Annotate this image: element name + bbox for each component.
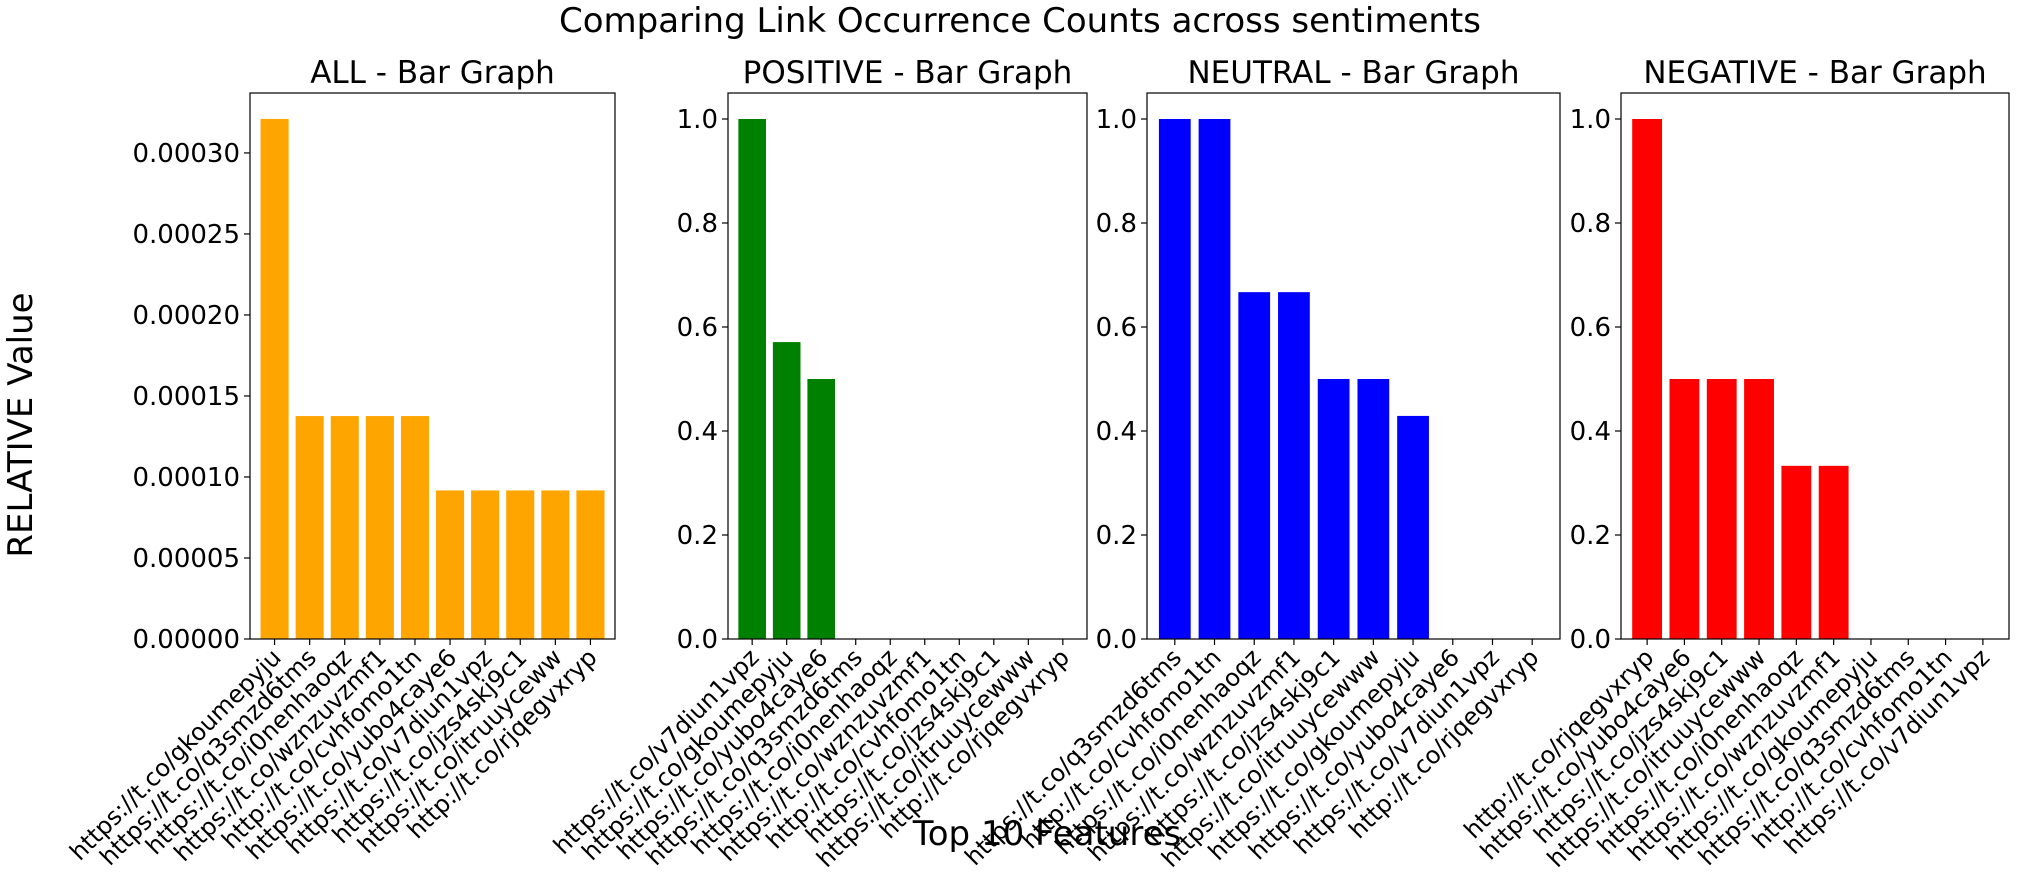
y-tick-label: 0.0 xyxy=(1570,625,1611,655)
bar xyxy=(541,490,570,639)
subplot-title: ALL - Bar Graph xyxy=(310,55,555,91)
y-tick-label: 0.6 xyxy=(1570,313,1611,343)
y-tick-label: 0.2 xyxy=(1570,521,1611,551)
bar xyxy=(436,490,465,639)
y-tick-label: 0.2 xyxy=(677,521,718,551)
y-tick-label: 0.8 xyxy=(677,209,718,239)
subplots: ALL - Bar Graph0.000000.000050.000100.00… xyxy=(64,55,2010,873)
axes-frame xyxy=(1146,92,1561,640)
y-tick-label: 0.00025 xyxy=(132,220,240,250)
y-tick-label: 0.0 xyxy=(1096,625,1137,655)
y-tick-label: 0.00020 xyxy=(132,301,240,331)
y-tick-label: 0.8 xyxy=(1570,209,1611,239)
y-tick-label: 0.4 xyxy=(1096,417,1137,447)
figure-title: Comparing Link Occurrence Counts across … xyxy=(559,1,1481,41)
bar xyxy=(1278,292,1310,639)
bar xyxy=(1781,465,1812,639)
bar xyxy=(807,379,836,639)
axes-frame xyxy=(249,92,616,640)
bar xyxy=(506,490,535,639)
y-tick-label: 0.6 xyxy=(677,313,718,343)
bar xyxy=(295,416,324,639)
bar xyxy=(1158,119,1191,639)
subplot-4: NEGATIVE - Bar Graph0.00.20.40.60.81.0ht… xyxy=(1459,55,2010,873)
y-tick-label: 0.00005 xyxy=(132,544,240,574)
bar xyxy=(365,416,394,639)
bar xyxy=(1397,415,1429,639)
bar xyxy=(330,416,359,639)
bar xyxy=(1632,119,1663,639)
bar xyxy=(260,118,289,639)
figure-xlabel: Top 10 Features xyxy=(912,814,1181,854)
figure-ylabel: RELATIVE Value xyxy=(1,292,41,557)
subplot-3: NEUTRAL - Bar Graph0.00.20.40.60.81.0htt… xyxy=(959,55,1561,873)
subplot-1: ALL - Bar Graph 0.00000 0.00005 0.00010 0.00… xyxy=(64,55,616,871)
bar xyxy=(738,119,766,639)
axes-frame xyxy=(727,92,1088,640)
y-tick-label: 0.00030 xyxy=(132,139,240,169)
y-tick-label: 0.6 xyxy=(1096,313,1137,343)
axes-frame xyxy=(1620,92,2010,640)
bar xyxy=(1238,292,1271,639)
y-tick-label: 0.4 xyxy=(677,417,718,447)
bar xyxy=(1818,465,1849,639)
y-tick-label: 1.0 xyxy=(677,105,718,135)
bar xyxy=(400,416,429,639)
y-tick-label: 1.0 xyxy=(1570,105,1611,135)
y-tick-label: 0.00000 xyxy=(132,625,240,655)
y-tick-label: 0.8 xyxy=(1096,209,1137,239)
subplot-2: POSITIVE - Bar Graph0.00.20.40.60.81.0ht… xyxy=(548,55,1088,873)
bar xyxy=(772,342,801,639)
subplot-title: NEUTRAL - Bar Graph xyxy=(1187,55,1519,91)
y-tick-label: 0.00010 xyxy=(132,463,240,493)
bar xyxy=(1198,119,1231,639)
subplot-title: POSITIVE - Bar Graph xyxy=(743,55,1073,91)
y-tick-label: 0.2 xyxy=(1096,521,1137,551)
bar xyxy=(1669,379,1700,639)
bar xyxy=(1744,379,1774,639)
subplot-title: NEGATIVE - Bar Graph xyxy=(1643,55,1986,91)
bar xyxy=(1317,379,1350,639)
y-tick-label: 0.0 xyxy=(677,625,718,655)
y-tick-label: 1.0 xyxy=(1096,105,1137,135)
bar xyxy=(1357,379,1390,639)
y-tick-label: 0.00015 xyxy=(132,382,240,412)
y-tick-label: 0.4 xyxy=(1570,417,1611,447)
bar xyxy=(1706,379,1737,639)
bar xyxy=(471,490,500,639)
bar xyxy=(576,490,605,639)
